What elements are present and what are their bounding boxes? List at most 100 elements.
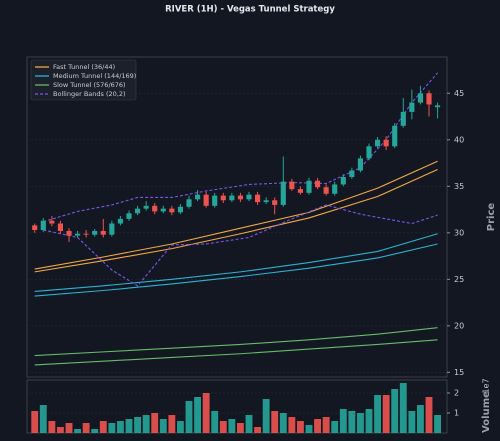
volume-bar bbox=[237, 423, 244, 433]
candle-body bbox=[83, 233, 89, 235]
volume-bar bbox=[82, 423, 90, 433]
candle-body bbox=[255, 194, 261, 203]
y-tick-label: 40 bbox=[454, 135, 464, 144]
candle-body bbox=[392, 125, 398, 147]
candle-body bbox=[40, 220, 46, 231]
candle-body bbox=[203, 194, 209, 206]
candle-body bbox=[135, 208, 141, 214]
y-tick-label: 35 bbox=[454, 182, 464, 191]
volume-bar bbox=[408, 411, 416, 433]
candle-body bbox=[49, 220, 55, 224]
candle-body bbox=[169, 208, 175, 213]
volume-bar bbox=[365, 409, 373, 433]
volume-bar bbox=[417, 405, 424, 433]
candle-body bbox=[195, 194, 201, 200]
legend: Fast Tunnel (36/44)Medium Tunnel (144/16… bbox=[30, 59, 136, 101]
volume-bar bbox=[254, 427, 261, 433]
volume-bar bbox=[194, 397, 201, 433]
volume-bar bbox=[48, 421, 56, 433]
volume-bar bbox=[31, 411, 39, 433]
candle-body bbox=[100, 230, 106, 235]
volume-bar bbox=[99, 421, 107, 433]
volume-bar bbox=[314, 419, 321, 433]
volume-bar bbox=[271, 411, 279, 433]
y-tick-label: 2 bbox=[454, 389, 459, 398]
candle-body bbox=[57, 223, 63, 231]
volume-bar bbox=[39, 405, 47, 433]
candle-body bbox=[409, 102, 415, 112]
candle-body bbox=[357, 158, 363, 171]
candle-body bbox=[177, 206, 183, 213]
volume-bar bbox=[168, 415, 176, 433]
candle-body bbox=[220, 195, 226, 201]
volume-bar bbox=[159, 419, 167, 433]
candle-body bbox=[417, 93, 423, 103]
volume-bar bbox=[142, 415, 150, 433]
candle-body bbox=[426, 93, 432, 105]
volume-bar bbox=[125, 419, 133, 433]
candle-body bbox=[143, 205, 149, 209]
tunnel-line bbox=[34, 243, 438, 297]
volume-offset: 1e7 bbox=[482, 378, 491, 393]
y-tick-label: 20 bbox=[454, 321, 464, 330]
volume-bar bbox=[117, 421, 124, 433]
volume-bar bbox=[57, 427, 64, 433]
volume-bar bbox=[288, 417, 296, 433]
candle-body bbox=[272, 200, 278, 205]
volume-bar bbox=[322, 417, 330, 433]
volume-bar bbox=[382, 395, 390, 433]
candle-body bbox=[375, 139, 381, 147]
volume-bar bbox=[211, 411, 219, 433]
candle-body bbox=[246, 194, 252, 200]
volume-bar bbox=[134, 417, 141, 433]
candle-body bbox=[186, 199, 192, 207]
candle-body bbox=[297, 189, 303, 193]
y-tick-label: 1 bbox=[454, 409, 459, 418]
y-tick-label: 15 bbox=[454, 368, 464, 377]
price-frame bbox=[26, 56, 448, 378]
candle-body bbox=[383, 139, 389, 147]
tunnel-line bbox=[34, 233, 438, 292]
volume-bar bbox=[279, 413, 287, 433]
candle-body bbox=[349, 170, 355, 177]
tunnel-line bbox=[34, 327, 438, 357]
tunnel-line bbox=[34, 339, 438, 366]
candle-body bbox=[160, 208, 166, 212]
volume-bar bbox=[177, 421, 184, 433]
legend-label: Fast Tunnel (36/44) bbox=[53, 63, 115, 71]
candle-body bbox=[332, 184, 338, 194]
candle-body bbox=[315, 180, 321, 188]
y-tick-label: 45 bbox=[454, 89, 464, 98]
volume-bar bbox=[357, 413, 364, 433]
candle-body bbox=[340, 177, 346, 185]
candle-body bbox=[152, 205, 158, 212]
tunnel-line bbox=[34, 169, 438, 273]
candle-body bbox=[92, 230, 98, 235]
candle-body bbox=[117, 218, 123, 224]
candle-body bbox=[126, 213, 132, 219]
candle-body bbox=[32, 225, 38, 231]
y-axis-label: Price bbox=[486, 203, 497, 232]
candle-body bbox=[280, 181, 286, 205]
volume-bar bbox=[245, 415, 253, 433]
candle-body bbox=[229, 195, 235, 201]
volume-bar bbox=[65, 423, 73, 433]
y-tick-label: 25 bbox=[454, 275, 464, 284]
volume-bar bbox=[74, 429, 81, 433]
volume-axis-label: Volume bbox=[481, 391, 492, 433]
volume-bar bbox=[202, 393, 210, 433]
candle-body bbox=[323, 187, 329, 194]
volume-bar bbox=[305, 425, 313, 433]
volume-bar bbox=[262, 399, 270, 433]
volume-bar bbox=[185, 401, 193, 433]
volume-bar bbox=[348, 411, 356, 433]
candle-body bbox=[109, 223, 115, 235]
legend-label: Bollinger Bands (20,2) bbox=[53, 90, 126, 98]
candle-body bbox=[237, 195, 243, 200]
candle-body bbox=[66, 230, 72, 236]
candle-body bbox=[400, 111, 406, 126]
candle-body bbox=[263, 200, 269, 203]
volume-bar bbox=[331, 421, 339, 433]
